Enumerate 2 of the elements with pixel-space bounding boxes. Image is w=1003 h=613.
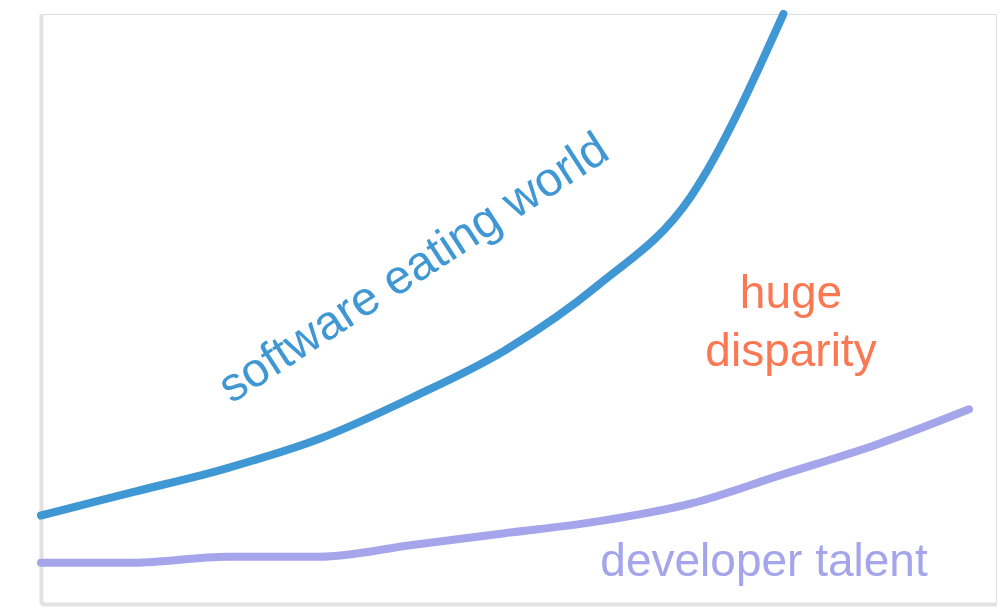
series-label: developer talent — [600, 534, 928, 586]
annotation: huge disparity — [705, 266, 877, 376]
